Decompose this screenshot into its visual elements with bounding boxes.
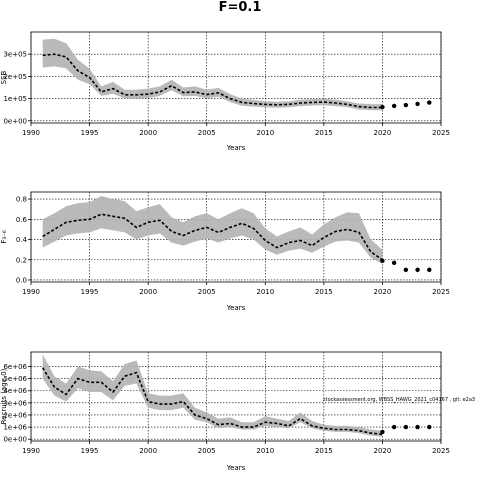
y-tick-label: 3e+06	[3, 399, 27, 407]
plot-frame	[30, 191, 442, 283]
x-tick-label: 2000	[139, 288, 157, 296]
x-tick-label: 1995	[81, 129, 99, 137]
panel-1: 1990 1995 2000 2005 2010 2015 2020 2025 0e+00 1e+…	[0, 31, 450, 152]
projection-point	[391, 424, 397, 430]
median-line	[42, 53, 383, 109]
y-tick-label: 0.6	[16, 216, 28, 224]
y-tick-label: 5e+06	[3, 375, 27, 383]
median-line	[42, 213, 383, 261]
x-tick-label: 2015	[315, 288, 333, 296]
x-tick-label: 2015	[315, 447, 333, 455]
x-tick-label: 2010	[256, 129, 274, 137]
y-tick-label: 0.8	[16, 196, 27, 204]
projection-point	[427, 267, 432, 273]
plot-frame	[30, 31, 442, 124]
x-tick-label: 2025	[432, 447, 450, 455]
projection-point	[380, 429, 385, 435]
figure-title: F=0.1	[218, 0, 262, 15]
x-tick-label: 1990	[22, 129, 40, 137]
x-tick-label: 1995	[81, 288, 99, 296]
y-tick-label: 0e+00	[3, 436, 27, 444]
plot-frame	[30, 351, 442, 442]
x-tick-label: 2020	[374, 129, 392, 137]
projection-point	[403, 424, 409, 430]
y-tick-label: 0.4	[16, 236, 28, 244]
y-tick-label: 0.2	[16, 256, 27, 264]
x-tick-label: 2025	[432, 129, 450, 137]
x-tick-label: 1990	[22, 447, 40, 455]
median-line	[42, 367, 383, 436]
x-tick-label: 2005	[198, 447, 216, 455]
x-tick-label: 2025	[432, 288, 450, 296]
y-tick-label: 3e+05	[3, 51, 27, 59]
x-tick-label: 2005	[198, 288, 216, 296]
x-tick-label: 2010	[256, 288, 274, 296]
x-axis-label: Years	[226, 464, 246, 472]
projection-point	[415, 424, 420, 430]
y-tick-label: 4e+06	[3, 387, 27, 395]
x-tick-label: 2020	[374, 288, 392, 296]
y-axis-label: Recruits (age 0)	[0, 368, 8, 424]
projection-point	[380, 258, 385, 263]
y-tick-label: 2e+06	[3, 411, 27, 419]
y-tick-label: 2e+05	[3, 73, 27, 81]
y-tick-label: 0e+00	[3, 117, 27, 125]
y-axis-label: F₃₋₆	[0, 230, 8, 244]
confidence-band	[42, 354, 383, 437]
x-tick-label: 1995	[81, 447, 99, 455]
projection-point	[403, 102, 409, 108]
projection-point	[415, 267, 420, 273]
x-tick-label: 2010	[256, 447, 274, 455]
projection-point	[391, 260, 397, 265]
y-tick-label: 0.0	[16, 276, 27, 284]
x-tick-label: 2005	[198, 129, 216, 137]
confidence-band	[42, 38, 383, 111]
y-tick-label: 1e+06	[3, 424, 27, 432]
x-axis-label: Years	[226, 304, 246, 312]
x-axis-label: Years	[226, 144, 246, 152]
projection-point	[427, 100, 432, 105]
x-tick-label: 2000	[139, 447, 157, 455]
x-tick-label: 2020	[374, 447, 392, 455]
projection-point	[403, 267, 409, 273]
y-tick-label: 1e+05	[3, 95, 27, 103]
projection-point	[427, 424, 432, 430]
x-tick-label: 1990	[22, 288, 40, 296]
annotation-text: stockassessment.org, WBSS_HAWG_2021_c041…	[323, 397, 475, 403]
projection-point	[415, 101, 420, 107]
y-axis-label: SSB	[0, 70, 8, 84]
panel-2: 1990 1995 2000 2005 2010 2015 2020 2025 0.0 0.2 0.…	[0, 191, 450, 312]
projection-point	[391, 103, 397, 109]
projection-point	[380, 104, 385, 110]
x-tick-label: 2015	[315, 129, 333, 137]
panel-3: 1990 1995 2000 2005 2010 2015 2020 2025 0e+00 1e+…	[0, 351, 475, 472]
y-tick-label: 6e+06	[3, 363, 27, 371]
x-tick-label: 2000	[139, 129, 157, 137]
